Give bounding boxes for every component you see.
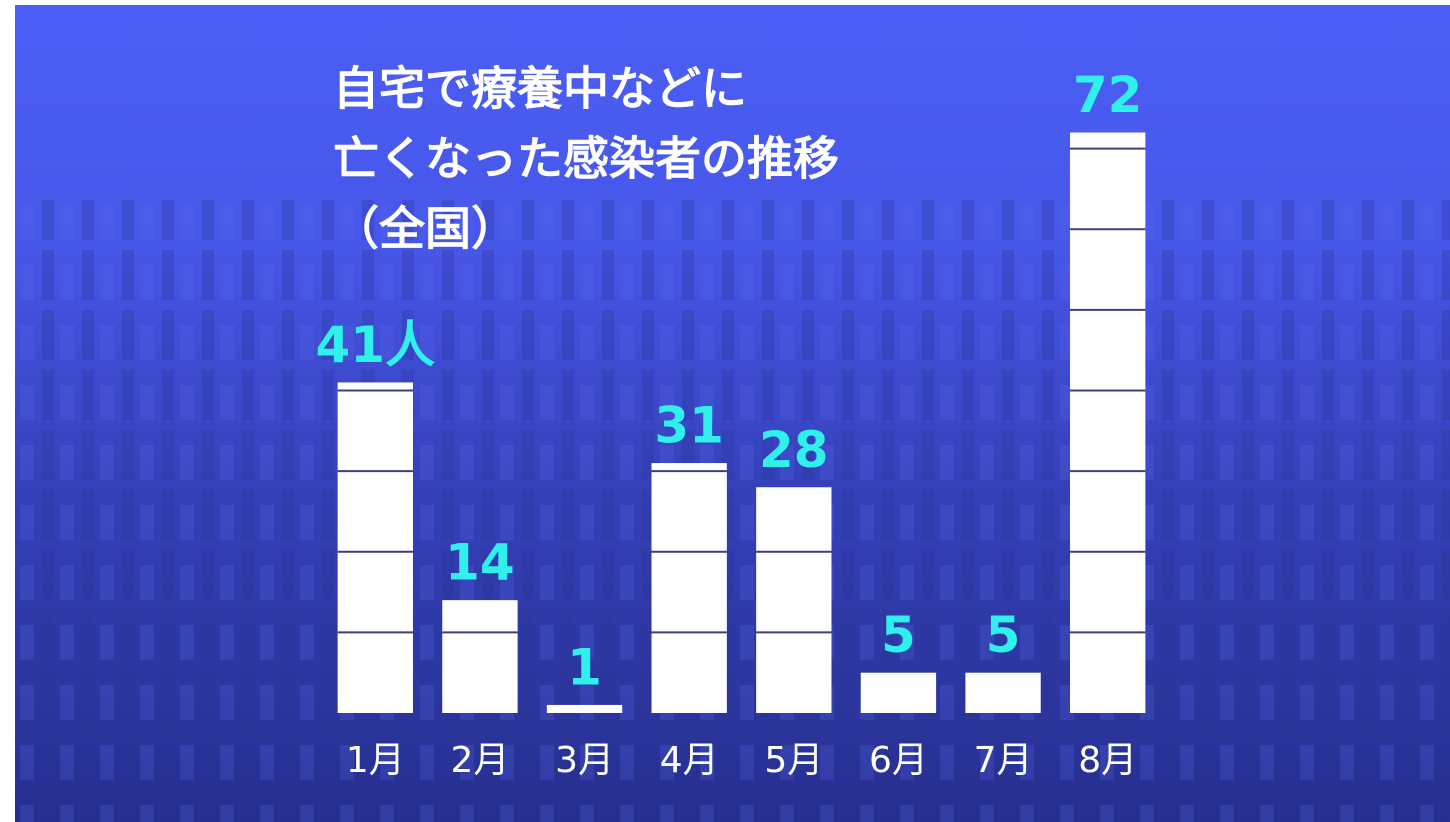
bar: [756, 487, 832, 713]
x-tick-label: 3月: [555, 740, 614, 781]
value-label: 5: [986, 606, 1021, 664]
bar: [337, 382, 413, 713]
x-tick-label: 4月: [660, 740, 719, 781]
value-label: 14: [445, 534, 515, 592]
value-label: 31: [654, 397, 724, 455]
bar: [1070, 132, 1146, 713]
value-label: 5: [881, 606, 916, 664]
x-tick-label: 2月: [450, 740, 509, 781]
bar: [860, 672, 937, 713]
x-tick-label: 1月: [346, 740, 405, 781]
x-tick-label: 6月: [869, 740, 928, 781]
value-label: 1: [567, 638, 602, 696]
x-tick-label: 7月: [974, 740, 1033, 781]
bar: [546, 704, 623, 713]
value-label: 41人: [316, 316, 436, 374]
x-tick-label: 5月: [764, 740, 823, 781]
value-label: 72: [1073, 66, 1143, 124]
bar: [442, 600, 518, 713]
bar: [651, 463, 727, 713]
x-tick-label: 8月: [1078, 740, 1137, 781]
chart-title: （全国）: [333, 202, 517, 256]
city-texture: [15, 200, 1450, 822]
value-label: 28: [759, 421, 829, 479]
chart-title: 亡くなった感染者の推移: [333, 132, 839, 186]
chart-title: 自宅で療養中などに: [333, 62, 747, 116]
bar: [965, 672, 1041, 713]
